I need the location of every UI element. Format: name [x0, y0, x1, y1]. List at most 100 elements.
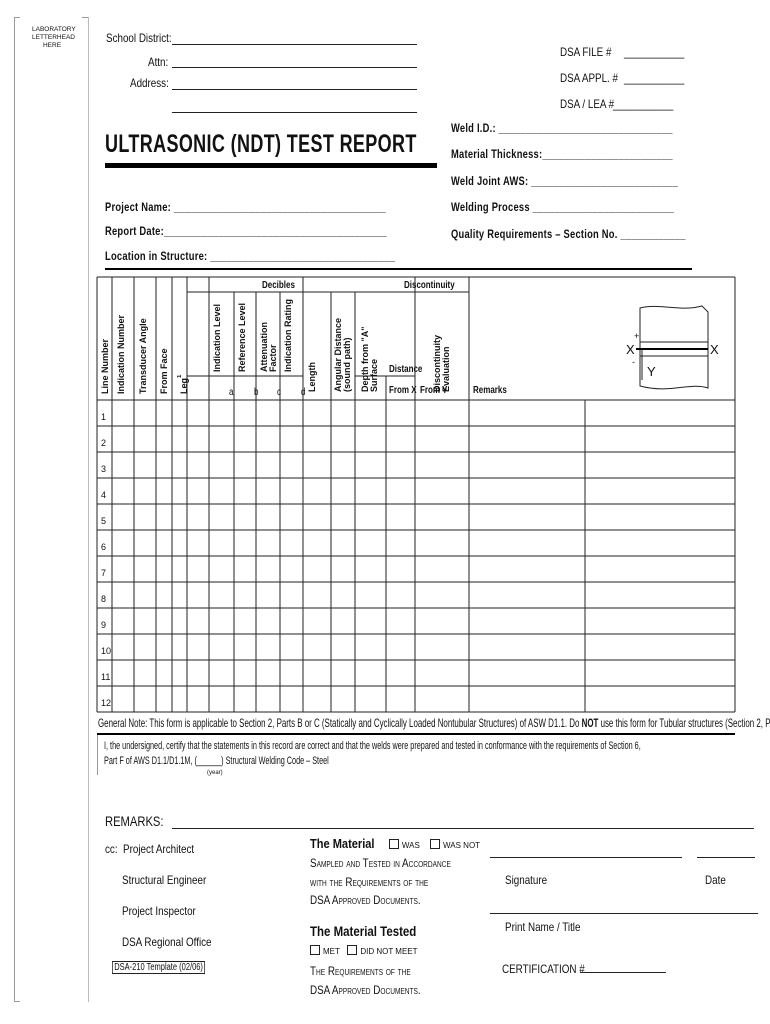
decibels-group-header: Decibles [262, 280, 295, 291]
weld-id-field[interactable]: ________________________________ [498, 121, 673, 135]
was-checkbox[interactable] [388, 839, 399, 849]
remarks-field[interactable] [172, 828, 754, 829]
col-depth: Depth from "A" Surface [360, 326, 379, 392]
certification-field[interactable] [580, 972, 666, 973]
col-indication-rating: Indication Rating [283, 299, 293, 372]
template-id: DSA-210 Template (02/06) [112, 961, 206, 974]
address-field-1[interactable] [172, 89, 417, 90]
col-from-face: From Face [159, 348, 169, 394]
col-length: Length [307, 362, 317, 392]
col-transducer-angle: Transducer Angle [138, 318, 148, 394]
certify-year-caption: (year) [207, 770, 223, 776]
quality-requirements-label: Quality Requirements – Section No. [451, 227, 618, 241]
material-tested-heading: The Material Tested [310, 923, 417, 939]
table-row-number: 10 [101, 646, 112, 656]
table-row-number: 9 [101, 620, 107, 630]
cc-project-architect: Project Architect [123, 842, 195, 856]
diagram-plus: + [634, 331, 640, 341]
quality-requirements-field[interactable]: ____________ [620, 227, 686, 241]
col-line-number: Line Number [100, 338, 110, 394]
bracket-tick [14, 1001, 20, 1002]
project-name-field[interactable]: _______________________________________ [173, 200, 386, 214]
dsa-file-field[interactable]: ___________ [624, 45, 685, 59]
section-rule [105, 268, 692, 270]
col-attenuation-factor: Attenuation Factor [259, 322, 278, 372]
diagram-minus: - [632, 357, 635, 367]
report-date-field[interactable]: ________________________________________… [163, 224, 388, 238]
table-row-number: 8 [101, 594, 107, 604]
material-text-1: Sampled and Tested in Accordance [310, 856, 451, 870]
location-label: Location in Structure: [105, 249, 208, 263]
did-not-meet-checkbox[interactable] [347, 945, 358, 955]
dsa-appl-label: DSA APPL. # [560, 71, 618, 85]
col-remarks: Remarks [473, 385, 507, 396]
material-thickness-field[interactable]: ________________________ [542, 147, 673, 161]
note-rule [97, 733, 735, 735]
weld-id-label: Weld I.D.: [451, 121, 496, 135]
date-label: Date [705, 873, 726, 887]
sub-b: b [254, 387, 259, 398]
col-reference-level: Reference Level [237, 302, 247, 372]
col-angular-distance: Angular Distance (sound path) [333, 317, 352, 392]
table-row-number: 4 [101, 490, 107, 500]
discontinuity-group-header: Discontinuity [404, 280, 455, 291]
bracket-tick [82, 17, 88, 18]
dsa-file-label: DSA FILE # [560, 45, 612, 59]
weld-axis-diagram [636, 305, 709, 390]
dsa-appl-field[interactable]: ___________ [624, 71, 685, 85]
letterhead-placeholder: LABORATORY LETTERHEAD HERE [32, 26, 76, 49]
certify-line-2: Part F of AWS D1.1/D1.1M, (______) Struc… [104, 755, 329, 767]
material-tested-text-2: DSA Approved Documents. [310, 983, 421, 997]
attn-field[interactable] [172, 67, 417, 68]
material-thickness-label: Material Thickness: [451, 147, 543, 161]
material-tested-text-1: The Requirements of the [310, 964, 411, 978]
met-checkbox[interactable] [310, 945, 320, 955]
dsa-lea-label: DSA / LEA # [560, 97, 615, 111]
welding-process-field[interactable]: __________________________ [532, 200, 675, 214]
diagram-y: Y [647, 364, 656, 379]
col-indication-number: Indication Number [116, 314, 126, 394]
project-name-label: Project Name: [105, 200, 171, 214]
table-row-number: 5 [101, 516, 107, 526]
col-evaluation: Discontinuity Evaluation [432, 334, 451, 392]
school-district-field[interactable] [172, 44, 417, 45]
diagram-x-right: X [710, 342, 719, 357]
cc-dsa-regional-office: DSA Regional Office [122, 935, 212, 949]
table-row-number: 1 [101, 412, 107, 422]
certify-border [97, 735, 98, 775]
address-field-2[interactable] [172, 112, 417, 113]
from-x-header: From X [389, 385, 417, 396]
table-row-number: 3 [101, 464, 107, 474]
print-name-label: Print Name / Title [505, 920, 581, 934]
sub-c: c [277, 387, 281, 398]
sub-a: a [229, 387, 234, 398]
bracket-tick [14, 17, 20, 18]
material-text-3: DSA Approved Documents. [310, 893, 421, 907]
print-name-field[interactable] [490, 913, 758, 914]
letterhead-bracket [14, 17, 15, 1002]
weld-joint-label: Weld Joint AWS: [451, 174, 529, 188]
diagram-x-left: X [626, 342, 635, 357]
table-row-number: 7 [101, 568, 107, 578]
general-note: General Note: This form is applicable to… [98, 716, 770, 730]
table-row-number: 11 [101, 672, 111, 682]
from-y-header: From Y [420, 385, 448, 396]
date-field[interactable] [697, 857, 755, 858]
cc-prefix: cc: [105, 842, 118, 856]
certification-label: CERTIFICATION # [502, 962, 585, 976]
signature-field[interactable] [490, 857, 682, 858]
letterhead-bracket-right [88, 17, 89, 1002]
sub-d: d [301, 387, 306, 398]
certify-line-1: I, the undersigned, certify that the sta… [104, 740, 641, 752]
cc-structural-engineer: Structural Engineer [122, 873, 207, 887]
weld-joint-field[interactable]: ___________________________ [531, 174, 679, 188]
material-was-line: The Material WAS WAS NOT [310, 836, 481, 851]
was-not-checkbox[interactable] [430, 839, 441, 849]
school-district-label: School District: [106, 31, 172, 45]
dsa-lea-field[interactable]: ___________ [613, 97, 674, 111]
col-indication-level: Indication Level [212, 303, 222, 372]
cc-project-inspector: Project Inspector [122, 904, 196, 918]
location-field[interactable]: __________________________________ [210, 249, 396, 263]
